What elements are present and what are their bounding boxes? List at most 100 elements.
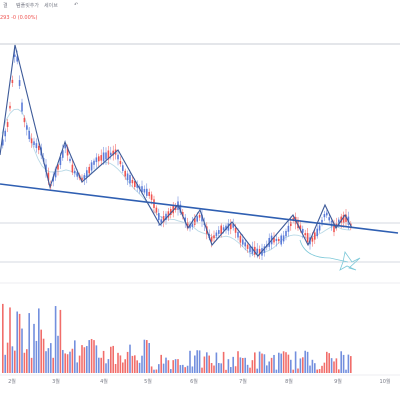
ohlc-readout: 293 -0 (0.00%)	[0, 15, 38, 21]
volume-bar	[93, 340, 95, 373]
volume-bar	[155, 369, 158, 373]
volume-bar	[59, 309, 62, 373]
volume-bar	[78, 355, 81, 373]
candle-body	[256, 248, 258, 254]
toolbar-item[interactable]: 세이브	[44, 3, 58, 9]
volume-bar	[340, 351, 342, 373]
candle-body	[196, 216, 198, 222]
candle-body	[321, 219, 323, 224]
candle-body	[74, 170, 76, 174]
moving-average	[1, 108, 351, 256]
volume-bar	[268, 361, 270, 373]
volume-bar	[9, 307, 11, 373]
volume-bar	[304, 350, 306, 373]
candle-body	[30, 138, 33, 144]
candle-body	[155, 207, 158, 213]
candle-body	[88, 166, 90, 174]
candle-body	[4, 130, 6, 137]
trendline	[0, 183, 399, 234]
volume-bar	[333, 361, 335, 373]
candle-body	[292, 218, 294, 221]
candle-body	[158, 213, 160, 221]
volume-bar	[105, 363, 107, 373]
volume-bar	[182, 364, 184, 373]
volume-bar	[282, 351, 285, 373]
volume-bar	[134, 355, 136, 373]
volume-bar	[11, 346, 14, 373]
volume-bar	[62, 349, 64, 373]
volume-bar	[210, 363, 213, 373]
volume-bar	[306, 351, 309, 373]
volume-bar	[54, 306, 57, 373]
chart-toolbar: 결 템플릿추가 세이브 ↶	[0, 0, 400, 14]
volume-bar	[292, 369, 294, 373]
volume-bar	[129, 344, 131, 373]
candle-body	[83, 175, 86, 180]
volume-bar	[90, 338, 93, 373]
candle-body	[318, 225, 321, 231]
volume-bar	[160, 354, 162, 373]
volume-bar	[47, 348, 50, 373]
candle-body	[182, 211, 184, 217]
candle-body	[98, 156, 100, 162]
volume-bar	[124, 359, 126, 373]
volume-bar	[249, 367, 251, 373]
candle-body	[16, 56, 18, 62]
volume-bar	[4, 354, 6, 373]
candle-body	[345, 214, 347, 222]
volume-bar	[278, 352, 280, 373]
candle-body	[316, 228, 318, 237]
candle-body	[71, 164, 74, 173]
candle-body	[38, 145, 40, 151]
candle-body	[232, 223, 234, 228]
candle-body	[134, 181, 136, 187]
volume-bar	[256, 368, 258, 373]
volume-bar	[148, 343, 150, 373]
volume-bar	[191, 366, 194, 373]
candle-body	[143, 188, 146, 193]
candle-body	[9, 105, 11, 109]
volume-bar	[184, 367, 186, 373]
candle-body	[57, 164, 59, 170]
volume-bar	[244, 357, 246, 373]
candle-body	[254, 246, 256, 255]
volume-bar	[2, 303, 4, 373]
toolbar-item[interactable]: 결	[3, 3, 8, 9]
volume-bar	[83, 347, 86, 373]
volume-bar	[81, 345, 83, 373]
volume-bar	[328, 353, 330, 373]
volume-bar	[254, 352, 256, 373]
zigzag-pattern	[0, 44, 353, 257]
candle-body	[28, 130, 30, 140]
x-tick-label: 5월	[144, 378, 152, 385]
volume-bar	[131, 355, 134, 373]
volume-bar	[38, 308, 40, 373]
candle-body	[148, 191, 150, 196]
volume-bar	[347, 354, 350, 373]
volume-bar	[314, 363, 316, 373]
volume-bar	[318, 369, 321, 373]
toolbar-item[interactable]: 템플릿추가	[16, 3, 40, 9]
candle-body	[210, 236, 213, 242]
volume-bar	[88, 340, 90, 373]
candle-body	[124, 170, 126, 177]
volume-bar	[311, 359, 314, 373]
undo-icon[interactable]: ↶	[74, 2, 79, 8]
volume-bar	[215, 352, 218, 373]
volume-bar	[143, 339, 146, 373]
drawings	[0, 43, 400, 271]
candle-body	[258, 249, 261, 254]
volume-bar	[122, 362, 124, 373]
volume-bar	[114, 363, 117, 373]
volume-bar	[350, 356, 352, 373]
candle-body	[220, 225, 222, 235]
candle-body	[191, 221, 194, 227]
candle-body	[167, 211, 170, 218]
volume-bar	[218, 362, 220, 373]
candle-body	[218, 230, 220, 234]
ma-line	[1, 108, 351, 256]
candle-body	[342, 215, 345, 224]
volume-bar	[45, 351, 47, 373]
volume-bar	[16, 311, 18, 373]
